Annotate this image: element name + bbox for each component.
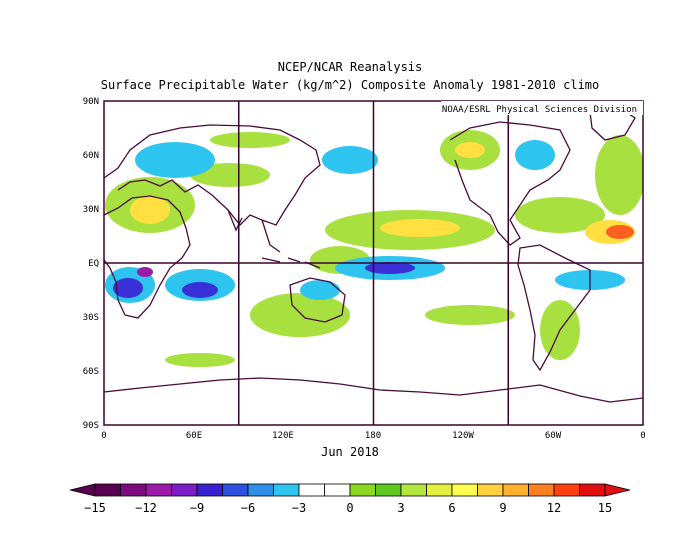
colorbar-swatch (247, 483, 274, 497)
anomaly-blob (606, 225, 634, 239)
colorbar-swatch (298, 483, 325, 497)
anomaly-blob (300, 280, 340, 300)
anomaly-blob (455, 142, 485, 158)
anomaly-blob (182, 282, 218, 298)
colorbar-swatch (528, 483, 555, 497)
colorbar-swatch (553, 483, 580, 497)
colorbar-swatch (171, 483, 198, 497)
coastline-north-america (449, 121, 571, 246)
colorbar (69, 483, 631, 497)
coastline-south-america (517, 244, 591, 372)
chart-title: NCEP/NCAR Reanalysis (277, 60, 423, 74)
colorbar-swatch (196, 483, 223, 497)
colorbar-swatch (400, 483, 427, 497)
anomaly-blob (165, 353, 235, 367)
colorbar-tick-label: 6 (448, 501, 455, 515)
colorbar-swatch (502, 483, 529, 497)
coastline-antarctica (104, 377, 643, 403)
colorbar-tick-label: 9 (499, 501, 506, 515)
anomaly-blob (190, 163, 270, 187)
max-positive-areas (606, 225, 634, 239)
lon-label: 60E (186, 431, 202, 441)
lat-labels: 90N 60N 30N EQ 30S 60S 90S (83, 97, 99, 431)
colorbar-tick-label: −9 (190, 501, 204, 515)
gridlines (104, 101, 643, 425)
strong-negative-areas (113, 262, 415, 298)
lat-label: 30S (83, 313, 99, 323)
anomaly-field (105, 130, 643, 367)
anomaly-blob (380, 219, 460, 237)
coastline-south-asia (227, 209, 281, 253)
colorbar-tick-label: 0 (346, 501, 353, 515)
anomaly-blob (210, 132, 290, 148)
colorbar-swatch (222, 483, 249, 497)
colorbar-swatch (120, 483, 147, 497)
colorbar-tick-label: −15 (84, 501, 106, 515)
lon-label: 120E (272, 431, 294, 441)
colorbar-swatch (375, 483, 402, 497)
lon-labels: 0 60E 120E 180 120W 60W 0 (101, 431, 645, 441)
credit-box (441, 101, 643, 115)
period-label: Jun 2018 (321, 445, 379, 459)
colorbar-tick-label: 12 (547, 501, 561, 515)
lat-label: 90S (83, 421, 99, 431)
lon-label: 0 (640, 431, 645, 441)
anomaly-blob (250, 293, 350, 337)
lon-label: 0 (101, 431, 106, 441)
anomaly-blob (113, 278, 143, 298)
anomaly-blob (322, 146, 378, 174)
lat-label: 60N (83, 151, 99, 161)
anomaly-blob (137, 267, 153, 277)
colorbar-swatch (451, 483, 478, 497)
anomaly-blob (515, 140, 555, 170)
lon-label: 60W (545, 431, 562, 441)
credit-text: NOAA/ESRL Physical Sciences Division (442, 105, 637, 115)
coastline-eurasia (104, 124, 321, 226)
anomaly-blob (515, 197, 605, 233)
lat-label: 60S (83, 367, 99, 377)
anomaly-blob (130, 196, 170, 224)
colorbar-arrow-right (604, 483, 631, 497)
anomaly-blob (365, 262, 415, 274)
colorbar-swatch (477, 483, 504, 497)
colorbar-swatch (426, 483, 453, 497)
chart-subtitle: Surface Precipitable Water (kg/m^2) Comp… (100, 78, 600, 92)
colorbar-swatch (579, 483, 606, 497)
max-negative-areas (137, 267, 153, 277)
lat-label: 90N (83, 97, 99, 107)
lat-label: 30N (83, 205, 99, 215)
lon-label: 180 (365, 431, 381, 441)
anomaly-blob (425, 305, 515, 325)
colorbar-swatch (324, 483, 351, 497)
coastlines (104, 107, 643, 403)
coastline-australia (289, 277, 346, 323)
colorbar-tick-label: −6 (241, 501, 255, 515)
colorbar-tick-label: −3 (292, 501, 306, 515)
colorbar-tick-label: −12 (135, 501, 157, 515)
colorbar-tick-label: 3 (397, 501, 404, 515)
colorbar-tick-label: 15 (598, 501, 612, 515)
lon-label: 120W (452, 431, 474, 441)
colorbar-swatch (145, 483, 172, 497)
lat-label: EQ (88, 259, 99, 269)
anomaly-blob (135, 142, 215, 178)
positive-anomaly-areas (105, 130, 643, 367)
colorbar-arrow-left (69, 483, 96, 497)
colorbar-ticks: −15 −12 −9 −6 −3 0 3 6 9 12 15 (84, 501, 612, 515)
colorbar-swatch (94, 483, 121, 497)
anomaly-blob (595, 135, 643, 215)
colorbar-swatch (349, 483, 376, 497)
colorbar-swatch (273, 483, 300, 497)
